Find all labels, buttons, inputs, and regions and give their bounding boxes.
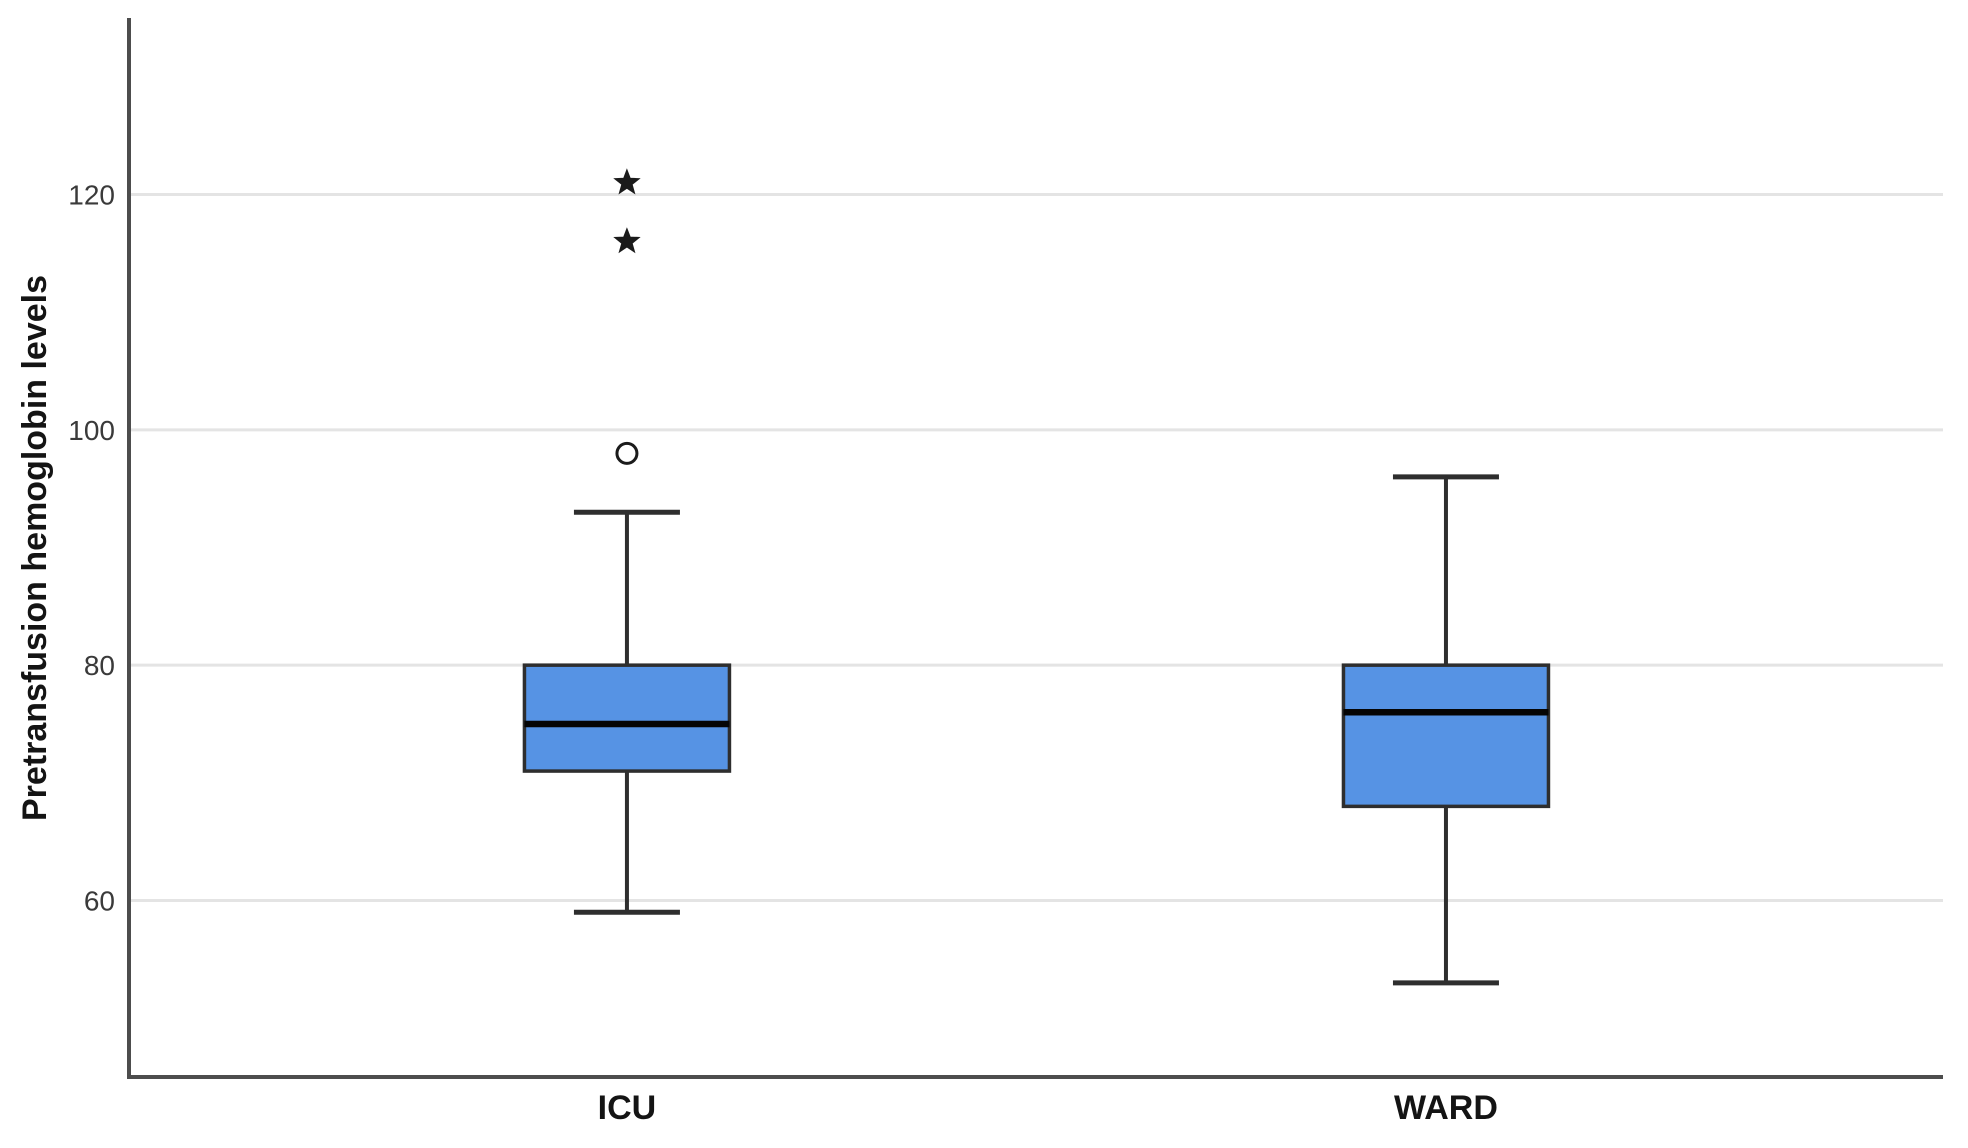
extreme-outlier-star-icon-icu-121 [613,168,641,195]
y-tick-label-120: 120 [68,180,115,211]
box-series [522,168,1551,986]
category-label-icu: ICU [598,1089,657,1127]
y-axis-title: Pretransfusion hemoglobin levels [16,275,54,821]
y-tick-label-80: 80 [84,650,115,681]
axes [127,18,1943,1079]
category-label-ward: WARD [1394,1089,1498,1127]
gridlines [131,193,1943,902]
mild-outlier-circle-icon-icu-98 [615,441,639,465]
iqr-box-icu [522,663,732,773]
iqr-box-ward [1341,663,1551,809]
axis-labels: 60 80 100 120 ICU WARD [68,180,1498,1128]
y-tick-label-100: 100 [68,415,115,446]
extreme-outlier-star-icon-icu-116 [613,227,641,254]
y-tick-label-60: 60 [84,886,115,917]
